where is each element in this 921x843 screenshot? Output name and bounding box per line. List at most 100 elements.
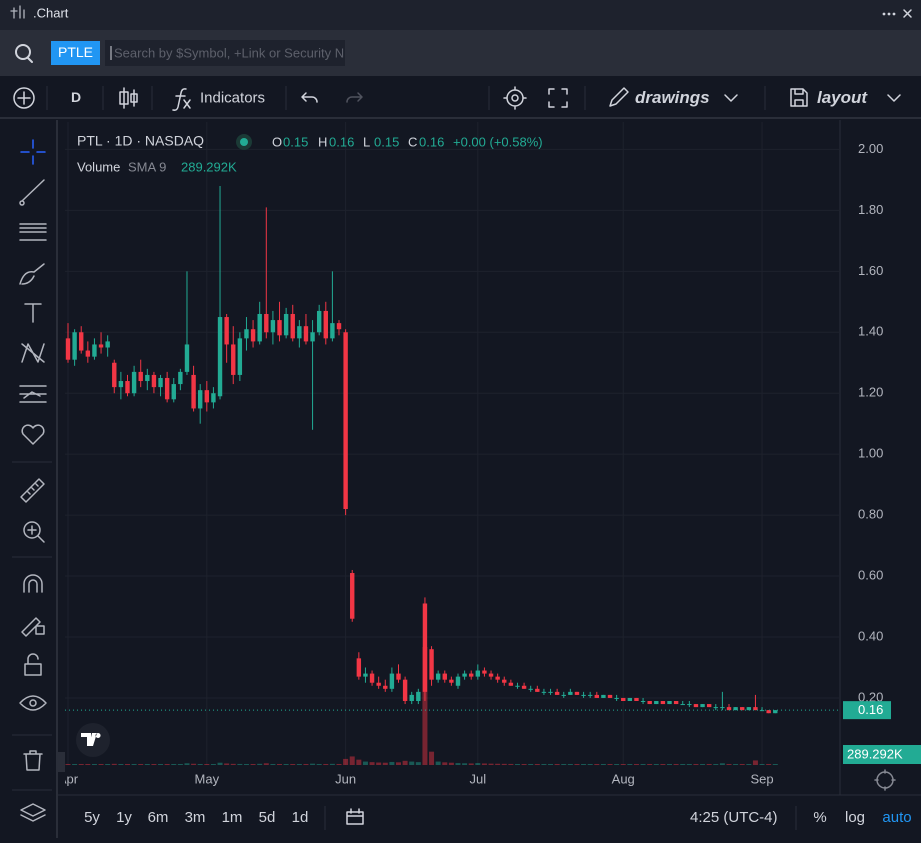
candle-body: [449, 679, 454, 683]
legend-title: PTL · 1D · NASDAQ: [77, 133, 204, 149]
candle-body: [336, 323, 342, 330]
text-tool[interactable]: [24, 303, 42, 323]
layout-button[interactable]: layout: [817, 88, 868, 107]
search-input[interactable]: [105, 40, 345, 66]
time-axis: Apr May Jun Jul Aug Sep: [65, 771, 774, 786]
volume-bar: [640, 764, 646, 765]
close-icon[interactable]: [903, 9, 912, 18]
volume-legend-study: SMA 9: [128, 159, 166, 174]
candle-body: [634, 697, 639, 702]
volume-bar: [171, 764, 177, 765]
fib-tool[interactable]: [19, 223, 47, 241]
volume-bar: [713, 764, 719, 765]
range-button[interactable]: 1m: [222, 809, 243, 826]
x-tick-label: Jul: [470, 771, 487, 786]
search-placeholder: Search by $Symbol, +Link or Security N: [114, 45, 344, 60]
volume-bar: [561, 764, 567, 765]
volume-bar: [111, 763, 117, 765]
crosshair-tool[interactable]: [20, 139, 46, 165]
fx-icon[interactable]: [172, 88, 191, 111]
candle-body: [224, 317, 229, 345]
volume-bar: [283, 764, 289, 765]
volume-bar: [554, 764, 560, 765]
delete-tool[interactable]: [23, 750, 43, 771]
range-button[interactable]: 5y: [84, 809, 100, 826]
timezone[interactable]: 4:25 (UTC-4): [690, 809, 778, 826]
volume-bar: [455, 763, 461, 765]
pencil-icon[interactable]: [609, 87, 629, 107]
range-button[interactable]: 1d: [292, 809, 309, 826]
collapse-tab[interactable]: [57, 752, 65, 772]
undo-icon[interactable]: [301, 92, 318, 103]
candle-body: [475, 670, 481, 677]
menu-dot[interactable]: [887, 12, 891, 16]
drawings-button[interactable]: drawings: [635, 88, 710, 107]
date-range-icon[interactable]: [346, 808, 364, 825]
indicators-button[interactable]: Indicators: [200, 89, 265, 106]
zoom-tool[interactable]: [23, 521, 45, 543]
pattern-tool[interactable]: [21, 343, 45, 363]
volume-bar: [567, 764, 573, 765]
volume-bar: [118, 764, 124, 765]
volume-bar: [164, 764, 170, 765]
volume-bar: [693, 764, 699, 765]
volume-bar: [191, 763, 197, 765]
candle-body: [112, 362, 117, 388]
save-icon[interactable]: [790, 88, 808, 107]
lock-tool[interactable]: [24, 653, 42, 676]
volume-legend-name: Volume: [77, 159, 120, 174]
volume-bar: [495, 763, 501, 765]
auto-toggle[interactable]: auto: [882, 809, 911, 826]
magnet-tool[interactable]: [23, 574, 43, 593]
candle-body: [72, 332, 77, 360]
candle-type-icon[interactable]: [119, 87, 138, 109]
volume-bar: [653, 764, 659, 765]
redo-icon[interactable]: [346, 92, 363, 103]
logo: [81, 733, 101, 746]
gear-icon[interactable]: [874, 769, 896, 791]
candle-body: [508, 682, 514, 686]
add-icon[interactable]: [13, 87, 35, 109]
range-button[interactable]: 6m: [148, 809, 169, 826]
candle-body: [316, 310, 322, 333]
hide-tool[interactable]: [19, 695, 47, 711]
candle-body: [548, 691, 553, 693]
range-button[interactable]: 3m: [185, 809, 206, 826]
volume-bar: [362, 761, 368, 765]
volume-bar: [409, 761, 415, 765]
candle-body: [402, 679, 408, 702]
candle-body: [389, 673, 395, 689]
menu-dot[interactable]: [892, 12, 896, 16]
volume-bar: [462, 763, 468, 765]
last-price-label: 0.16: [858, 702, 883, 717]
fullscreen-icon[interactable]: [548, 88, 568, 108]
chart-icon: [10, 5, 25, 19]
ruler-tool[interactable]: [20, 478, 45, 503]
brush-tool[interactable]: [19, 263, 45, 285]
volume-bar: [620, 764, 626, 765]
candle-body: [561, 694, 566, 696]
volume-bar: [250, 764, 256, 765]
candle-body: [706, 704, 712, 708]
favorites-tool[interactable]: [21, 424, 45, 445]
volume-bar: [726, 764, 732, 765]
layers-tool[interactable]: [20, 803, 46, 822]
prediction-tool[interactable]: [19, 385, 47, 403]
volume-bar: [349, 756, 355, 765]
volume-bar: [270, 764, 276, 765]
range-button[interactable]: 5d: [259, 809, 276, 826]
x-tick-label: May: [195, 771, 220, 786]
log-toggle[interactable]: log: [845, 809, 865, 826]
settings-icon[interactable]: [503, 86, 527, 110]
range-button[interactable]: 1y: [116, 809, 132, 826]
interval-button[interactable]: D: [71, 89, 81, 105]
lock-drawing-tool[interactable]: [21, 617, 45, 637]
y-tick-label: 2.00: [858, 141, 883, 156]
symbol-badge[interactable]: [51, 41, 100, 65]
trendline-tool[interactable]: [19, 179, 45, 206]
menu-dot[interactable]: [882, 12, 886, 16]
chevron-icon: [724, 94, 738, 102]
percent-toggle[interactable]: %: [813, 809, 826, 826]
candle-body: [693, 704, 699, 708]
candle-body: [211, 393, 216, 403]
